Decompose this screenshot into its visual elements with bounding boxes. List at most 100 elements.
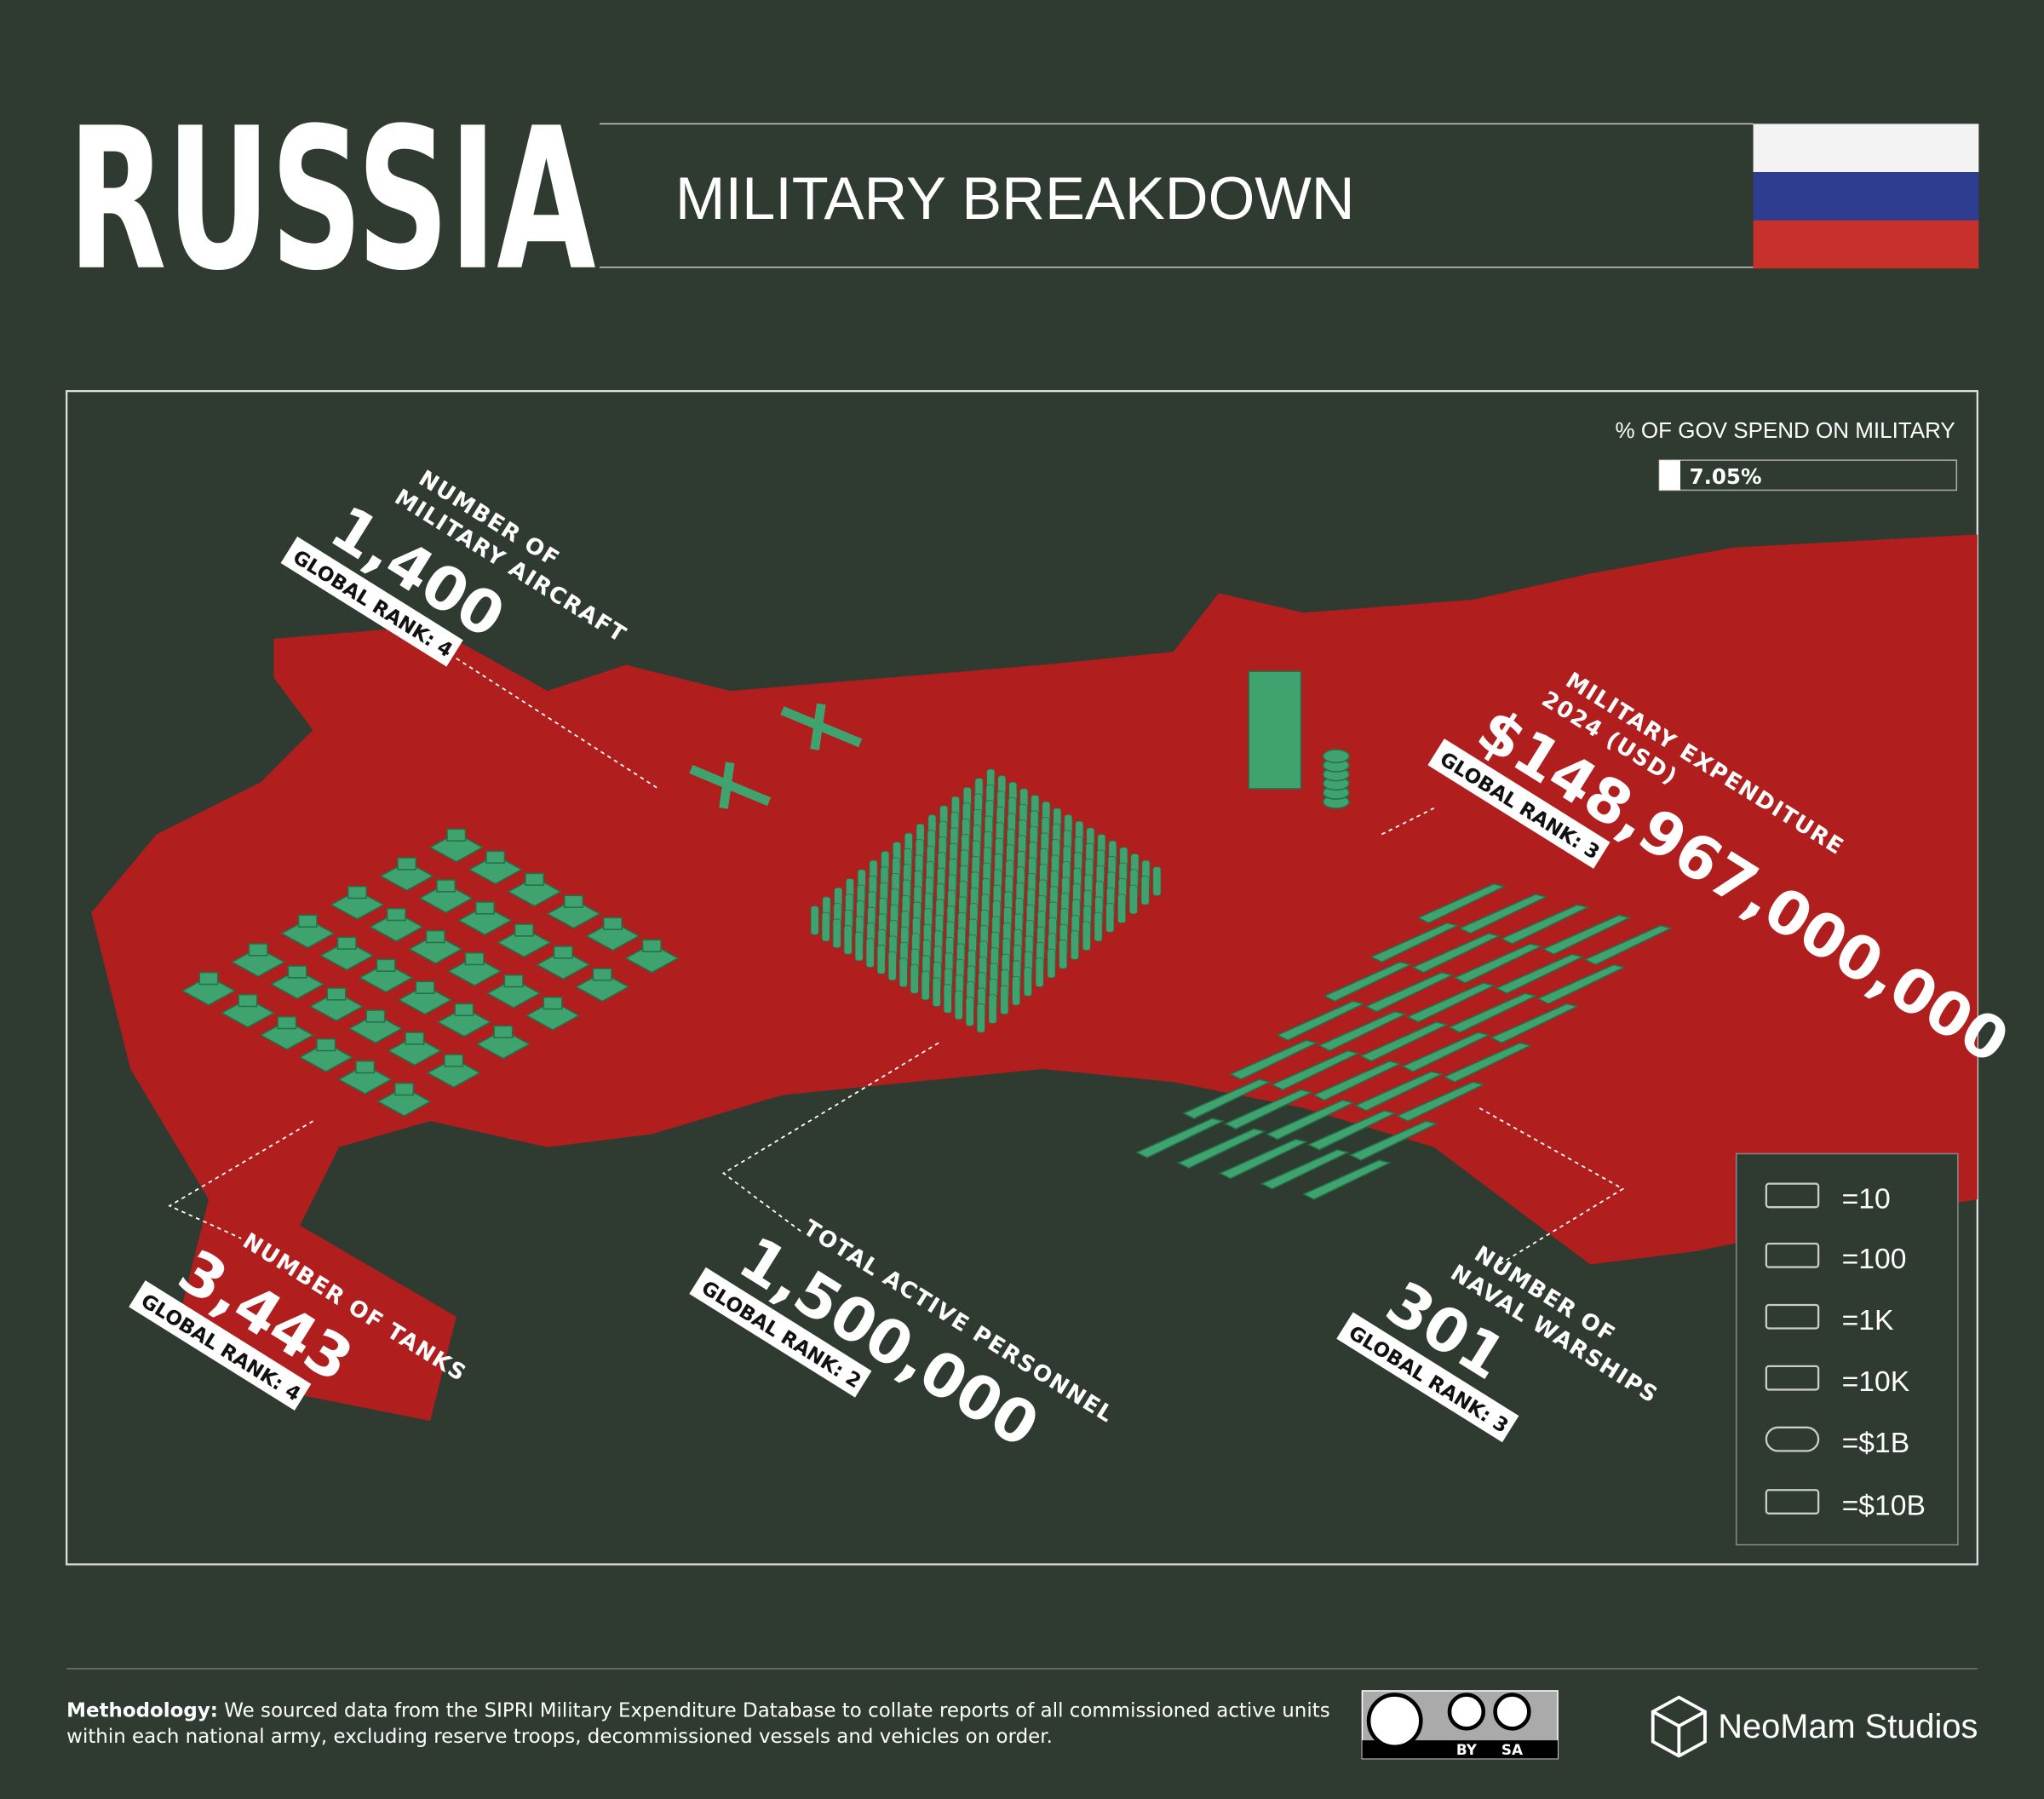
ship-icon	[1536, 963, 1627, 1005]
cash-stack	[1248, 670, 1302, 790]
unit-icons	[181, 670, 1674, 1200]
legend-label: =$10B	[1842, 1490, 1926, 1521]
tank-turret	[198, 971, 219, 986]
soldier-icon	[1071, 930, 1079, 960]
methodology-label: Methodology:	[66, 1700, 218, 1722]
tank-turret	[543, 997, 563, 1010]
legend-label: =100	[1842, 1244, 1907, 1275]
tank-turret	[474, 901, 495, 915]
title: RUSSIA	[68, 87, 596, 314]
ship-icon	[1218, 1138, 1308, 1180]
soldier-icon	[1140, 876, 1150, 905]
ship-icon	[1176, 1128, 1266, 1170]
ship-icon	[1364, 971, 1455, 1013]
tank-turret	[415, 980, 435, 994]
ship-icon	[1312, 1060, 1403, 1101]
tank-turret	[287, 965, 307, 979]
soldier-icon	[1047, 948, 1056, 979]
ship-icon	[1401, 1032, 1491, 1072]
license-by: BY	[1456, 1741, 1478, 1758]
methodology-text: We sourced data from the SIPRI Military …	[224, 1700, 1329, 1722]
tank-turret	[454, 1003, 474, 1016]
soldier-icon	[1059, 940, 1068, 969]
soldier-icon	[876, 945, 886, 974]
ship-icon	[1448, 992, 1538, 1033]
soldier-icon	[943, 984, 952, 1014]
ship-icon	[1301, 1159, 1392, 1200]
tank-turret	[386, 907, 406, 922]
soldier-icon	[1023, 967, 1032, 997]
soldier-icon	[932, 977, 941, 1007]
ship-icon	[1229, 1039, 1319, 1081]
legend-icon	[1765, 1182, 1820, 1209]
tank-turret	[376, 958, 396, 972]
gov-spend-value: 7.05%	[1690, 464, 1762, 489]
tank-turret	[436, 879, 456, 893]
ship-icon	[1265, 1099, 1355, 1141]
aircraft-icon	[780, 703, 863, 750]
gov-spend-bar	[1659, 460, 1680, 491]
soldier-icon	[965, 997, 974, 1026]
soldier-icon	[887, 951, 897, 981]
rank-box	[129, 1280, 312, 1411]
legend-icon	[1765, 1242, 1820, 1268]
ship-icon	[1318, 1010, 1408, 1052]
tank-turret	[641, 939, 662, 952]
soldier-icon	[843, 925, 853, 955]
russia-map	[91, 534, 1978, 1422]
soldier-icon	[821, 911, 830, 942]
coin-icon	[1322, 749, 1350, 764]
rank-box	[1336, 1312, 1519, 1443]
soldier-icon	[921, 970, 930, 1001]
legend-label: =$1B	[1842, 1428, 1910, 1459]
brand-logo	[1651, 1695, 1707, 1758]
ship-icon	[1134, 1118, 1225, 1158]
soldier-icon	[910, 964, 919, 994]
ship-icon	[1443, 1042, 1533, 1083]
tank-turret	[446, 828, 467, 842]
tank-turret	[297, 914, 318, 928]
ship-icon	[1542, 914, 1632, 956]
tank-turret	[355, 1060, 376, 1074]
ship-icon	[1359, 1021, 1450, 1062]
tank-turret	[564, 894, 584, 908]
tank-turret	[592, 968, 612, 981]
tank-turret	[525, 872, 545, 886]
brand: NeoMam Studios	[1718, 1708, 1978, 1745]
soldier-icon	[1105, 903, 1115, 933]
ship-icon	[1271, 1049, 1361, 1091]
ship-icon	[1395, 1081, 1486, 1123]
aircraft-icon	[689, 762, 772, 809]
rank-box	[280, 536, 463, 667]
gov-spend-label: % OF GOV SPEND ON MILITARY	[1616, 417, 1955, 443]
ship-icon	[1453, 943, 1543, 984]
soldier-icon	[1117, 894, 1127, 923]
tank-turret	[248, 943, 268, 957]
cc-badge: BY SA	[1361, 1690, 1559, 1760]
methodology: Methodology: We sourced data from the SI…	[66, 1700, 1329, 1722]
ship-icon	[1260, 1149, 1350, 1190]
ship-icon	[1495, 953, 1585, 995]
soldier-icon	[1000, 985, 1009, 1015]
ship-icon	[1354, 1071, 1444, 1112]
tank-turret	[493, 1025, 514, 1038]
ship-icon	[1348, 1120, 1438, 1161]
tank-turret	[444, 1054, 464, 1067]
soldier-icon	[854, 931, 864, 962]
tank-turret	[464, 951, 485, 966]
license-sa: SA	[1501, 1741, 1523, 1758]
soldier-icon	[810, 905, 819, 935]
tank-turret	[397, 857, 417, 871]
ship-icon	[1181, 1078, 1272, 1119]
soldier-icon	[1152, 866, 1162, 896]
ship-icon	[1369, 922, 1460, 963]
ship-icon	[1583, 924, 1674, 966]
soldier-icon	[1128, 884, 1138, 915]
legend-icon	[1765, 1303, 1820, 1330]
leader-lines	[168, 658, 1625, 1266]
ship-icon	[1276, 1000, 1366, 1042]
ship-icon	[1411, 932, 1501, 974]
methodology-text: within each national army, excluding res…	[66, 1726, 1053, 1748]
tank-turret	[503, 974, 524, 988]
